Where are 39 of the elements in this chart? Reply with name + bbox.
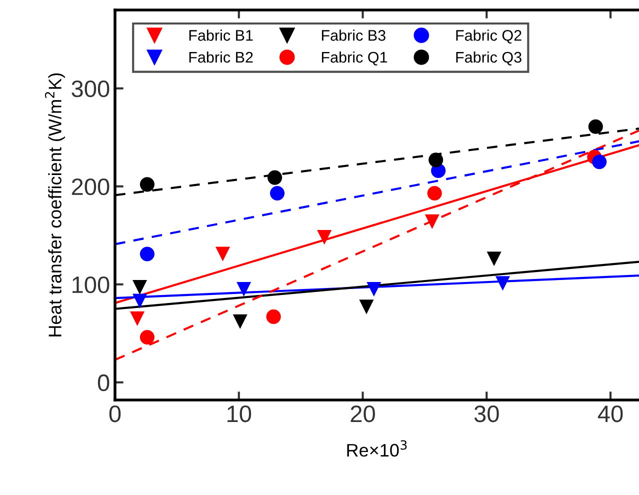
point: [268, 170, 282, 185]
x-tick-label: 10: [228, 405, 252, 422]
point: [428, 152, 444, 168]
y-tick-label: 200: [72, 178, 110, 196]
legend-label: Fabric Q1: [322, 51, 388, 66]
point: [366, 282, 382, 297]
legend-label: Fabric B2: [189, 51, 253, 63]
point: [427, 186, 442, 201]
point: [359, 300, 374, 314]
point: [132, 280, 148, 295]
point: [215, 246, 230, 262]
point: [132, 294, 148, 308]
legend-label: Fabric Q2: [456, 30, 522, 44]
point: [236, 282, 252, 297]
point: [140, 246, 154, 262]
y-tick-label: 300: [72, 80, 110, 98]
point: [424, 214, 440, 229]
point: [588, 119, 603, 134]
y-tick-label: 100: [72, 276, 110, 294]
x-tick-label: 0: [109, 405, 121, 422]
legend-label: Fabric B1: [189, 30, 253, 41]
point: [266, 309, 281, 324]
point: [140, 177, 154, 192]
point: [130, 311, 145, 326]
x-tick-label: 20: [350, 405, 375, 422]
legend-label: Fabric B3: [322, 30, 386, 41]
point: [317, 230, 332, 245]
point: [495, 276, 510, 291]
legend-label: Fabric Q3: [456, 51, 522, 66]
y-axis-title: Heat transfer coefficient (W/m$^{2}$K): [44, 73, 65, 336]
point: [270, 186, 285, 201]
x-axis-title: Re×10$^{3}$: [347, 440, 407, 457]
x-tick-label: 40: [598, 405, 623, 422]
y-tick-label: 0: [98, 374, 110, 392]
point: [232, 314, 248, 329]
point: [486, 252, 502, 266]
point: [592, 154, 607, 170]
x-tick-label: 30: [474, 405, 499, 422]
point: [140, 330, 154, 345]
